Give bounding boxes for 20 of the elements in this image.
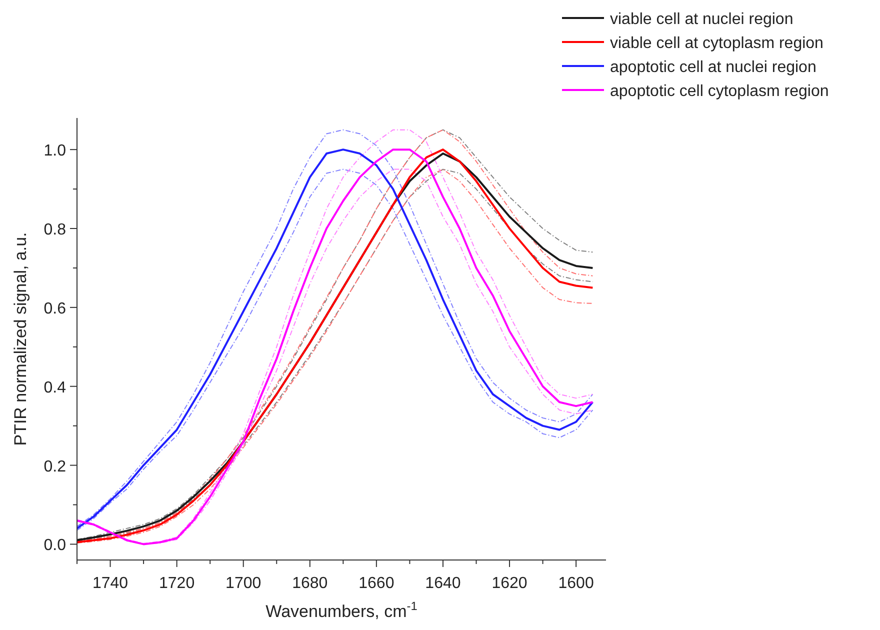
y-tick-label: 0.8 [44,222,66,238]
y-tick-label: 0.4 [44,379,66,396]
x-tick-label: 1680 [292,575,328,592]
y-tick-label: 0.0 [44,537,66,554]
y-tick-label: 0.6 [44,300,66,318]
y-tick-label: 1.0 [44,142,66,160]
legend-label: viable cell at nuclei region [610,11,794,28]
x-tick-label: 1700 [226,575,262,592]
x-tick-label: 1620 [492,575,528,592]
x-tick-label: 1660 [358,575,394,592]
x-tick-label: 1740 [92,575,128,592]
legend-label: apoptotic cell at nuclei region [610,59,816,76]
y-axis-title: PTIR normalized signal, a.u. [11,232,30,446]
y-tick-label: 0.2 [44,458,66,476]
x-tick-label: 1600 [558,575,594,592]
x-tick-label: 1720 [159,575,195,592]
legend-label: apoptotic cell cytoplasm region [610,83,829,100]
x-axis-title: Wavenumbers, cm$^{-1}$ [266,599,418,621]
x-tick-label: 1640 [425,575,461,592]
legend-label: viable cell at cytoplasm region [610,35,824,52]
